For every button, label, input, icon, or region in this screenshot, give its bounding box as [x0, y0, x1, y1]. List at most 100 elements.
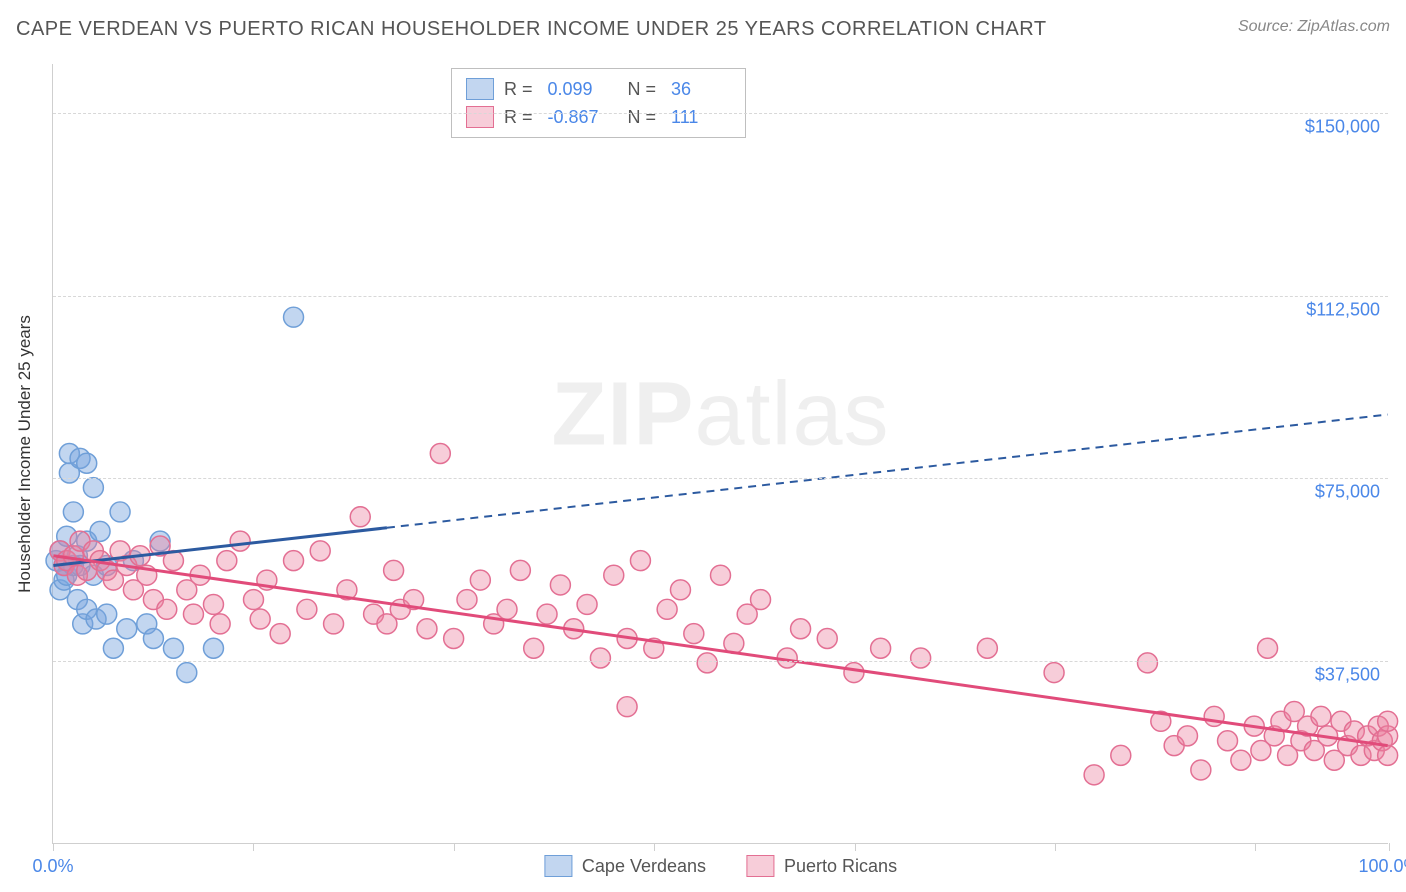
point-puerto_ricans [284, 551, 304, 571]
stat-r-value: 0.099 [548, 75, 608, 103]
point-puerto_ricans [711, 565, 731, 585]
title-bar: CAPE VERDEAN VS PUERTO RICAN HOUSEHOLDER… [16, 18, 1390, 41]
point-cape_verdeans [110, 502, 130, 522]
point-puerto_ricans [183, 604, 203, 624]
stat-n-value: 36 [671, 75, 731, 103]
point-puerto_ricans [510, 560, 530, 580]
point-puerto_ricans [217, 551, 237, 571]
point-puerto_ricans [430, 444, 450, 464]
swatch-cape_verdeans [544, 855, 572, 877]
point-puerto_ricans [1258, 638, 1278, 658]
point-puerto_ricans [324, 614, 344, 634]
point-puerto_ricans [1311, 706, 1331, 726]
x-tick [1055, 843, 1056, 851]
stat-r-value: -0.867 [548, 103, 608, 131]
point-cape_verdeans [284, 307, 304, 327]
point-puerto_ricans [590, 648, 610, 668]
point-puerto_ricans [604, 565, 624, 585]
legend-label: Cape Verdeans [582, 856, 706, 877]
x-tick [1389, 843, 1390, 851]
legend-label: Puerto Ricans [784, 856, 897, 877]
y-tick-label: $37,500 [1315, 665, 1380, 686]
point-cape_verdeans [143, 629, 163, 649]
point-puerto_ricans [524, 638, 544, 658]
stats-row-puerto_ricans: R = -0.867 N = 111 [466, 103, 731, 131]
point-puerto_ricans [577, 594, 597, 614]
swatch-puerto_ricans [746, 855, 774, 877]
point-puerto_ricans [470, 570, 490, 590]
point-puerto_ricans [497, 599, 517, 619]
trend-dashed-cape_verdeans [387, 415, 1388, 528]
swatch-cape_verdeans [466, 78, 494, 100]
point-cape_verdeans [117, 619, 137, 639]
point-puerto_ricans [244, 590, 264, 610]
point-puerto_ricans [817, 629, 837, 649]
point-cape_verdeans [83, 478, 103, 498]
point-puerto_ricans [550, 575, 570, 595]
point-puerto_ricans [630, 551, 650, 571]
point-puerto_ricans [1191, 760, 1211, 780]
point-puerto_ricans [203, 594, 223, 614]
point-puerto_ricans [210, 614, 230, 634]
point-puerto_ricans [384, 560, 404, 580]
y-tick-label: $112,500 [1306, 299, 1380, 320]
x-tick [53, 843, 54, 851]
point-puerto_ricans [157, 599, 177, 619]
point-puerto_ricans [617, 697, 637, 717]
stat-n-value: 111 [671, 103, 731, 131]
point-puerto_ricans [297, 599, 317, 619]
point-puerto_ricans [1378, 745, 1398, 765]
point-cape_verdeans [63, 502, 83, 522]
point-puerto_ricans [350, 507, 370, 527]
stat-n-label: N = [618, 103, 662, 131]
point-puerto_ricans [1178, 726, 1198, 746]
y-axis-title: Householder Income Under 25 years [15, 315, 35, 593]
point-cape_verdeans [77, 453, 97, 473]
point-puerto_ricans [1137, 653, 1157, 673]
point-cape_verdeans [103, 638, 123, 658]
source-prefix: Source: [1238, 18, 1298, 35]
point-puerto_ricans [537, 604, 557, 624]
source-label: Source: ZipAtlas.com [1238, 18, 1390, 36]
y-tick-label: $150,000 [1305, 116, 1380, 137]
point-cape_verdeans [203, 638, 223, 658]
stat-n-label: N = [618, 75, 662, 103]
point-puerto_ricans [791, 619, 811, 639]
point-cape_verdeans [90, 521, 110, 541]
point-puerto_ricans [444, 629, 464, 649]
point-puerto_ricans [457, 590, 477, 610]
point-puerto_ricans [1111, 745, 1131, 765]
gridline [53, 661, 1388, 662]
source-name: ZipAtlas.com [1298, 18, 1390, 35]
point-puerto_ricans [844, 663, 864, 683]
stat-r-label: R = [504, 103, 538, 131]
point-cape_verdeans [177, 663, 197, 683]
point-puerto_ricans [657, 599, 677, 619]
point-puerto_ricans [270, 624, 290, 644]
x-tick [454, 843, 455, 851]
point-puerto_ricans [1378, 711, 1398, 731]
point-puerto_ricans [1218, 731, 1238, 751]
stat-r-label: R = [504, 75, 538, 103]
legend-item-puerto_ricans: Puerto Ricans [746, 855, 897, 877]
point-puerto_ricans [1044, 663, 1064, 683]
chart-title: CAPE VERDEAN VS PUERTO RICAN HOUSEHOLDER… [16, 18, 1047, 41]
legend-item-cape_verdeans: Cape Verdeans [544, 855, 706, 877]
y-tick-label: $75,000 [1315, 482, 1380, 503]
x-tick-label-max: 100.0% [1358, 856, 1406, 877]
series-legend: Cape Verdeans Puerto Ricans [544, 855, 897, 877]
x-tick [855, 843, 856, 851]
plot-area: Householder Income Under 25 years ZIPatl… [52, 64, 1388, 844]
gridline [53, 478, 1388, 479]
point-puerto_ricans [230, 531, 250, 551]
chart-svg [53, 64, 1388, 843]
point-puerto_ricans [250, 609, 270, 629]
point-puerto_ricans [1084, 765, 1104, 785]
point-puerto_ricans [1231, 750, 1251, 770]
gridline [53, 296, 1388, 297]
x-tick [1255, 843, 1256, 851]
point-puerto_ricans [417, 619, 437, 639]
point-cape_verdeans [163, 638, 183, 658]
point-puerto_ricans [751, 590, 771, 610]
x-tick-label-min: 0.0% [32, 856, 73, 877]
